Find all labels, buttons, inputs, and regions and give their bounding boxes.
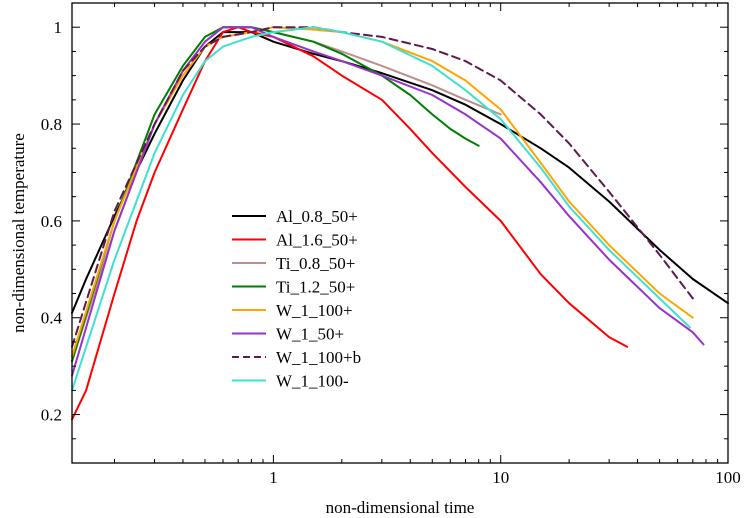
legend-label-3: Ti_0.8_50+ <box>276 254 355 273</box>
x-tick-label: 10 <box>492 468 509 487</box>
legend-label-5: W_1_100+ <box>276 301 353 320</box>
legend-label-8: W_1_100- <box>276 372 349 391</box>
y-tick-label: 0.4 <box>41 309 63 328</box>
y-tick-label: 0.6 <box>41 212 62 231</box>
y-axis: 0.2 0.4 0.6 0.8 1 <box>41 2 728 464</box>
series-line-2 <box>71 26 629 421</box>
plot-frame <box>71 2 729 464</box>
series-line-4 <box>71 26 480 363</box>
x-axis: 1 10 100 <box>114 3 741 487</box>
series-lines <box>71 26 729 421</box>
legend-label-1: Al_0.8_50+ <box>276 207 358 226</box>
x-axis-label: non-dimensional time <box>326 498 475 517</box>
legend-label-4: Ti_1.2_50+ <box>276 278 355 297</box>
legend: Al_0.8_50+ Al_1.6_50+ Ti_0.8_50+ Ti_1.2_50+… <box>232 207 361 391</box>
series-line-8 <box>71 26 691 392</box>
legend-label-6: W_1_50+ <box>276 325 344 344</box>
legend-label-2: Al_1.6_50+ <box>276 231 358 250</box>
y-tick-label: 0.2 <box>41 406 62 425</box>
y-axis-label: non-dimensional temperature <box>9 133 28 333</box>
x-tick-label: 100 <box>715 468 741 487</box>
x-tick-label: 1 <box>269 468 278 487</box>
y-tick-label: 0.8 <box>41 115 62 134</box>
legend-label-7: W_1_100+b <box>276 348 361 367</box>
y-tick-label: 1 <box>54 18 63 37</box>
